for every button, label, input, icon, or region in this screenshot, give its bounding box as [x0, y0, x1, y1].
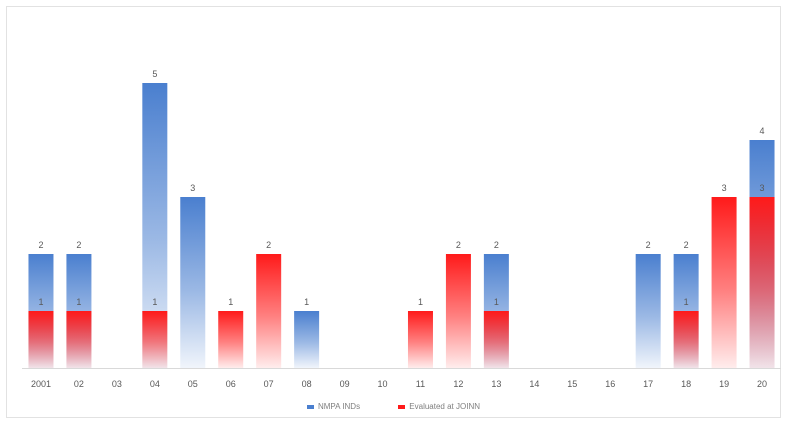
data-label-joinn: 2	[456, 240, 461, 250]
data-label-joinn: 2	[266, 240, 271, 250]
x-tick-label: 14	[529, 379, 539, 389]
data-label-nmpa: 2	[646, 240, 651, 250]
legend-label-joinn: Evaluated at JOINN	[409, 402, 480, 411]
bar-nmpa	[294, 311, 320, 368]
x-tick-label: 12	[453, 379, 463, 389]
bar-joinn	[218, 311, 244, 368]
data-label-nmpa: 2	[494, 240, 499, 250]
legend-label-nmpa: NMPA INDs	[317, 402, 361, 411]
x-tick-label: 07	[264, 379, 274, 389]
legend-swatch-nmpa	[306, 404, 314, 409]
bar-joinn	[673, 311, 699, 368]
data-label-joinn: 1	[152, 297, 157, 307]
legend-item-joinn: Evaluated at JOINN	[398, 402, 480, 411]
x-tick-label: 08	[302, 379, 312, 389]
bar-joinn	[28, 311, 54, 368]
data-label-joinn: 1	[38, 297, 43, 307]
x-tick-label: 10	[378, 379, 388, 389]
x-tick-label: 11	[416, 379, 425, 389]
bar-nmpa	[635, 254, 661, 368]
data-label-nmpa: 4	[760, 126, 765, 136]
x-tick-label: 15	[567, 379, 577, 389]
bar-joinn	[407, 311, 433, 368]
bar-joinn	[142, 311, 168, 368]
bar-nmpa	[180, 197, 206, 368]
data-label-joinn: 1	[418, 297, 423, 307]
x-tick-label: 17	[643, 379, 653, 389]
x-tick-label: 19	[719, 379, 729, 389]
x-tick-label: 04	[150, 379, 160, 389]
data-label-joinn: 1	[228, 297, 233, 307]
x-tick-label: 02	[74, 379, 84, 389]
x-tick-label: 2001	[31, 379, 51, 389]
data-label-joinn: 3	[760, 183, 765, 193]
data-label-nmpa: 2	[38, 240, 43, 250]
bar-joinn	[749, 197, 775, 368]
bar-joinn	[483, 311, 509, 368]
x-tick-label: 06	[226, 379, 236, 389]
data-label-nmpa: 2	[684, 240, 689, 250]
x-tick-label: 05	[188, 379, 198, 389]
bar-joinn	[66, 311, 92, 368]
bar-joinn	[445, 254, 471, 368]
bar-joinn	[256, 254, 282, 368]
x-tick-label: 13	[491, 379, 501, 389]
x-tick-label: 20	[757, 379, 767, 389]
legend-item-nmpa: NMPA INDs	[306, 402, 361, 411]
x-tick-label: 16	[605, 379, 615, 389]
data-label-joinn: 1	[76, 297, 81, 307]
data-label-nmpa: 2	[76, 240, 81, 250]
legend-swatch-joinn	[398, 404, 406, 409]
x-tick-label: 03	[112, 379, 122, 389]
data-label-nmpa: 3	[190, 183, 195, 193]
data-label-joinn: 3	[722, 183, 727, 193]
x-tick-label: 18	[681, 379, 691, 389]
x-tick-label: 09	[340, 379, 350, 389]
data-label-joinn: 1	[494, 297, 499, 307]
data-label-joinn: 1	[684, 297, 689, 307]
data-label-nmpa: 5	[152, 69, 157, 79]
data-label-nmpa: 1	[304, 297, 309, 307]
legend: NMPA INDs Evaluated at JOINN	[0, 402, 787, 411]
bar-joinn	[711, 197, 737, 368]
